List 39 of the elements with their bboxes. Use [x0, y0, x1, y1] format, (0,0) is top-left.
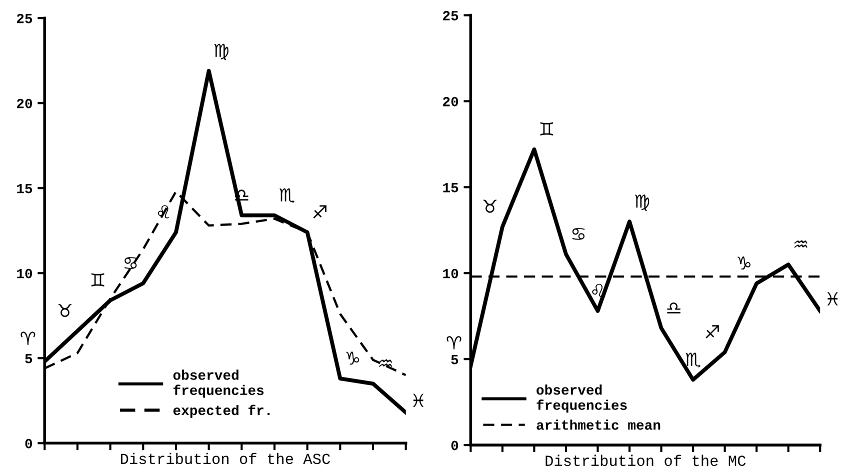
legend-label: expected fr.	[173, 404, 270, 418]
y-tick-label: 0	[451, 440, 458, 450]
y-tick-label: 20	[16, 98, 32, 108]
annotation: ♉	[483, 200, 496, 213]
annotation: ♒	[794, 240, 808, 248]
legend-label: arithmetic mean	[536, 420, 660, 430]
annotation: ♊	[540, 122, 554, 136]
y-tick-label: 25	[443, 10, 458, 20]
annotation: ♑	[346, 351, 360, 365]
annotation: ♊	[91, 273, 104, 286]
annotation: ♐	[313, 205, 326, 218]
annotation: ♉	[58, 304, 72, 318]
y-tick-label: 25	[16, 14, 32, 24]
x-axis-title: Distribution of the MC	[546, 454, 746, 466]
y-tick-label: 5	[25, 354, 32, 364]
text: ♈	[446, 336, 462, 350]
annotation: ♍	[634, 194, 650, 211]
text: ♓	[413, 394, 424, 407]
annotation: ♑	[738, 256, 750, 270]
y-tick-label: 5	[451, 354, 458, 364]
y-tick-label: 0	[25, 438, 32, 448]
y-tick-label: 15	[443, 183, 458, 192]
y-tick-label: 10	[443, 268, 458, 278]
text: ♓	[827, 292, 838, 306]
annotation: ♋	[572, 228, 585, 240]
annotation: ♍	[214, 44, 228, 60]
y-tick-label: 10	[17, 268, 32, 278]
annotation: ♎	[667, 302, 680, 314]
y-tick-label: 15	[17, 184, 32, 194]
text: ♈	[20, 332, 36, 345]
annotation: ♋	[124, 257, 137, 269]
x-axis-title: Distribution of the ASC	[121, 452, 330, 464]
legend-label: observed frequencies	[173, 370, 264, 398]
annotation: ♐	[706, 325, 719, 338]
annotation: ♏	[686, 352, 701, 368]
legend-label: observed frequencies	[536, 384, 627, 413]
y-tick-label: 20	[443, 96, 458, 106]
annotation: ♒	[378, 359, 392, 367]
annotation: ♏	[280, 188, 294, 204]
